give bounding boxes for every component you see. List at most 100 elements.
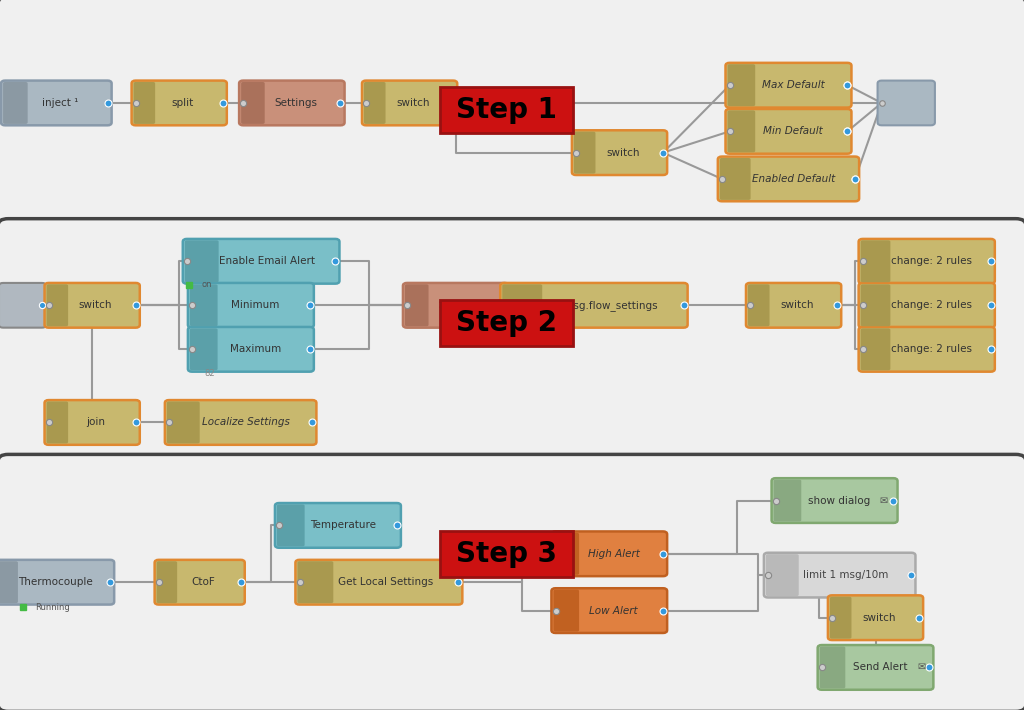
FancyBboxPatch shape [440, 87, 573, 133]
Text: Enabled Default: Enabled Default [753, 174, 836, 184]
FancyBboxPatch shape [1, 80, 112, 125]
FancyBboxPatch shape [502, 284, 543, 326]
FancyBboxPatch shape [362, 80, 457, 125]
Text: set msg.flow_settings: set msg.flow_settings [545, 300, 657, 311]
Text: Send Alert: Send Alert [853, 662, 907, 672]
FancyBboxPatch shape [182, 239, 340, 283]
FancyBboxPatch shape [242, 82, 264, 124]
FancyBboxPatch shape [403, 283, 509, 327]
FancyBboxPatch shape [858, 239, 995, 283]
FancyBboxPatch shape [188, 283, 313, 327]
FancyBboxPatch shape [0, 559, 115, 604]
FancyBboxPatch shape [829, 596, 852, 639]
Text: Temperature: Temperature [309, 520, 376, 530]
FancyBboxPatch shape [276, 504, 305, 547]
Text: Get Local Settings: Get Local Settings [338, 577, 433, 587]
FancyBboxPatch shape [772, 479, 897, 523]
FancyBboxPatch shape [0, 219, 1024, 460]
Text: join: join [86, 417, 105, 427]
FancyBboxPatch shape [551, 588, 668, 633]
FancyBboxPatch shape [551, 531, 668, 576]
Text: switch: switch [862, 613, 896, 623]
FancyBboxPatch shape [858, 327, 995, 372]
Text: switch: switch [79, 300, 113, 310]
FancyBboxPatch shape [718, 156, 859, 201]
FancyBboxPatch shape [0, 561, 18, 603]
Text: limit 1 msg/10m: limit 1 msg/10m [803, 570, 888, 580]
FancyBboxPatch shape [725, 109, 852, 154]
Text: show dialog: show dialog [808, 496, 870, 506]
Text: change: 2 rules: change: 2 rules [891, 300, 973, 310]
FancyBboxPatch shape [860, 328, 891, 371]
FancyBboxPatch shape [157, 561, 177, 603]
Text: Min Default: Min Default [763, 126, 823, 136]
FancyBboxPatch shape [46, 284, 68, 326]
Text: split: split [172, 98, 194, 108]
FancyBboxPatch shape [45, 400, 139, 444]
FancyBboxPatch shape [553, 589, 580, 632]
FancyBboxPatch shape [297, 561, 334, 603]
FancyBboxPatch shape [239, 80, 344, 125]
FancyBboxPatch shape [766, 554, 799, 596]
FancyBboxPatch shape [165, 400, 316, 444]
FancyBboxPatch shape [46, 401, 68, 443]
FancyBboxPatch shape [440, 531, 573, 577]
Text: Running: Running [35, 603, 70, 611]
FancyBboxPatch shape [573, 132, 596, 173]
Text: Settings: Settings [438, 300, 481, 310]
FancyBboxPatch shape [190, 284, 217, 326]
FancyBboxPatch shape [860, 240, 891, 282]
FancyBboxPatch shape [827, 595, 924, 640]
Text: Low Alert: Low Alert [589, 606, 638, 616]
FancyBboxPatch shape [745, 283, 842, 327]
Text: Localize Settings: Localize Settings [203, 417, 291, 427]
FancyBboxPatch shape [0, 0, 1024, 224]
FancyBboxPatch shape [500, 283, 688, 327]
FancyBboxPatch shape [720, 158, 751, 200]
Text: High Alert: High Alert [588, 549, 640, 559]
Text: on: on [202, 280, 212, 289]
FancyBboxPatch shape [553, 532, 580, 574]
FancyBboxPatch shape [571, 130, 668, 175]
Text: switch: switch [606, 148, 640, 158]
Text: inject ¹: inject ¹ [42, 98, 79, 108]
FancyBboxPatch shape [727, 110, 756, 153]
FancyBboxPatch shape [748, 284, 770, 326]
FancyBboxPatch shape [188, 327, 313, 372]
Text: 82: 82 [205, 369, 215, 378]
Text: switch: switch [780, 300, 814, 310]
Text: CtoF: CtoF [191, 577, 215, 587]
Text: ✉: ✉ [880, 496, 887, 506]
FancyBboxPatch shape [440, 300, 573, 346]
FancyBboxPatch shape [155, 559, 245, 604]
FancyBboxPatch shape [295, 559, 463, 604]
FancyBboxPatch shape [0, 454, 1024, 710]
FancyBboxPatch shape [764, 552, 915, 597]
FancyBboxPatch shape [0, 283, 46, 327]
Text: Maximum: Maximum [230, 344, 282, 354]
FancyBboxPatch shape [131, 80, 226, 125]
Text: switch: switch [396, 98, 430, 108]
Text: Max Default: Max Default [762, 80, 824, 90]
Text: Step 3: Step 3 [457, 540, 557, 568]
FancyBboxPatch shape [727, 64, 756, 106]
Text: change: 2 rules: change: 2 rules [891, 344, 973, 354]
Text: Settings: Settings [274, 98, 317, 108]
FancyBboxPatch shape [274, 503, 401, 548]
Text: Enable Email Alert: Enable Email Alert [219, 256, 315, 266]
FancyBboxPatch shape [167, 401, 200, 443]
Text: change: 2 rules: change: 2 rules [891, 256, 973, 266]
Text: ✉: ✉ [918, 662, 925, 672]
Text: Minimum: Minimum [231, 300, 280, 310]
FancyBboxPatch shape [774, 480, 801, 521]
FancyBboxPatch shape [725, 63, 852, 107]
FancyBboxPatch shape [45, 283, 139, 327]
FancyBboxPatch shape [133, 82, 155, 124]
FancyBboxPatch shape [406, 284, 429, 326]
FancyBboxPatch shape [190, 328, 217, 371]
FancyBboxPatch shape [819, 646, 846, 688]
FancyBboxPatch shape [3, 82, 28, 124]
FancyBboxPatch shape [184, 240, 219, 282]
Text: Thermocouple: Thermocouple [18, 577, 93, 587]
Text: Step 1: Step 1 [457, 96, 557, 124]
